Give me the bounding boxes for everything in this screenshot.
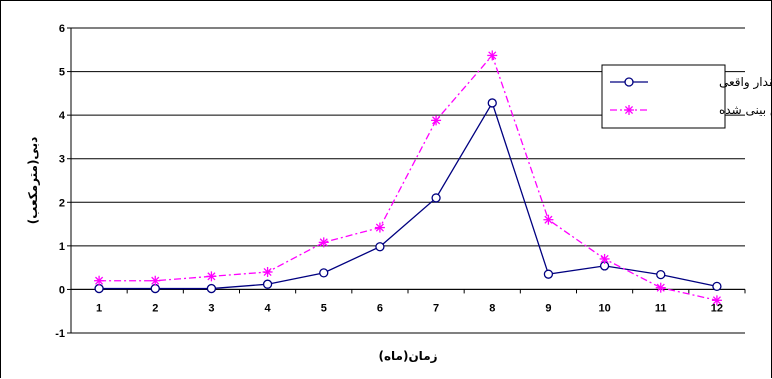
series xyxy=(94,50,722,306)
data-point xyxy=(624,77,634,87)
y-tick-label: 2 xyxy=(59,197,65,209)
data-point xyxy=(375,242,385,252)
data-point xyxy=(487,98,497,108)
y-tick-label: 1 xyxy=(59,241,65,253)
x-tick-label: 4 xyxy=(265,302,272,314)
data-point xyxy=(262,279,273,289)
x-tick-label: 6 xyxy=(377,302,383,314)
data-point xyxy=(374,222,385,233)
x-tick-label: 5 xyxy=(321,302,327,314)
data-point xyxy=(431,193,441,203)
data-point xyxy=(150,275,161,286)
y-tick-label: 0 xyxy=(59,284,65,296)
y-tick-label: 5 xyxy=(59,67,65,79)
data-point xyxy=(94,275,105,286)
data-point xyxy=(656,269,666,280)
data-point xyxy=(487,50,498,61)
x-tick-label: 9 xyxy=(545,302,551,314)
data-point xyxy=(262,267,273,277)
legend-entry: پیش بینی شده xyxy=(610,103,772,118)
series-line xyxy=(99,54,718,301)
x-tick-label: 10 xyxy=(598,302,610,314)
x-tick-label: 8 xyxy=(489,302,495,314)
data-point xyxy=(712,281,722,292)
y-axis-title: دبی(مترمکعب) xyxy=(26,137,40,224)
legend-label: مقدار واقعی xyxy=(719,75,772,90)
data-point xyxy=(94,283,104,294)
y-tick-label: 3 xyxy=(59,154,65,166)
series-2 xyxy=(94,50,722,306)
legend-box xyxy=(601,64,726,129)
x-axis-title: زمان(ماه) xyxy=(378,349,437,363)
data-point xyxy=(318,237,329,248)
data-point xyxy=(543,269,554,279)
legend-entry: مقدار واقعی xyxy=(610,75,772,90)
x-tick-label: 7 xyxy=(433,302,439,314)
x-tick-label: 11 xyxy=(655,302,667,314)
x-tick-label: 12 xyxy=(711,302,723,314)
series-line xyxy=(99,101,718,290)
data-point xyxy=(431,115,442,126)
series-1 xyxy=(94,98,722,294)
y-tick-label: -1 xyxy=(55,328,65,340)
axes xyxy=(67,27,746,334)
data-point xyxy=(624,105,634,115)
data-point xyxy=(206,271,217,282)
y-tick-label: 6 xyxy=(59,23,65,35)
data-point xyxy=(150,283,160,294)
data-point xyxy=(655,282,666,293)
data-point xyxy=(543,214,554,225)
x-tick-label: 2 xyxy=(152,302,158,314)
legend: مقدار واقعی پیش بینی شده xyxy=(601,64,772,129)
x-tick-label: 3 xyxy=(208,302,214,314)
y-tick-label: 4 xyxy=(59,110,66,122)
data-point xyxy=(319,268,329,278)
data-point xyxy=(711,295,722,306)
x-tick-label: 1 xyxy=(96,302,102,314)
data-point xyxy=(206,283,217,294)
legend-label: پیش بینی شده xyxy=(719,103,772,118)
data-point xyxy=(599,253,610,264)
